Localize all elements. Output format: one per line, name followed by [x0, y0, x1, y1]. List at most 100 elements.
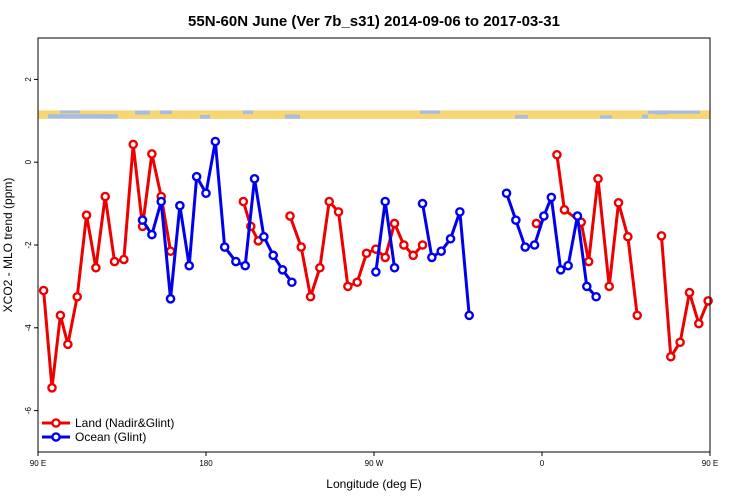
land-data-point [703, 296, 713, 306]
ocean-series-line [421, 203, 471, 316]
ocean-data-point [184, 260, 194, 271]
land-region [600, 110, 612, 116]
land-series-line [659, 235, 710, 359]
land-data-point [165, 246, 176, 257]
ocean-region [420, 110, 440, 114]
land-region [700, 110, 710, 119]
land-data-point [656, 231, 667, 241]
land-data-point [128, 139, 138, 150]
x-tick-label: 0 [540, 459, 545, 468]
x-axis: 90 E 180 90 W 0 90 E [30, 452, 718, 468]
ocean-data-point [156, 196, 166, 207]
land-data-point [583, 256, 594, 267]
y-axis-label: XCO2 - MLO trend (ppm) [1, 178, 15, 313]
ocean-data-point [455, 207, 465, 217]
ocean-data-point [520, 242, 531, 252]
land-data-point [694, 318, 704, 329]
ocean-data-point [175, 200, 185, 211]
ocean-data-point [240, 260, 250, 271]
y-tick-label: -2 [24, 241, 33, 249]
land-data-point [417, 240, 428, 250]
land-data-point [109, 256, 120, 267]
land-region [612, 110, 642, 119]
ocean-data-point [219, 242, 230, 252]
land-data-point [81, 210, 92, 220]
y-tick-label: 2 [24, 77, 33, 82]
land-ocean-band [38, 110, 710, 119]
ocean-region [655, 110, 668, 115]
land-region [38, 110, 48, 119]
ocean-data-point [191, 171, 202, 182]
land-data-point [352, 277, 363, 288]
chart-title: 55N-60N June (Ver 7b_s31) 2014-09-06 to … [188, 13, 560, 30]
land-data-point [91, 262, 101, 273]
ocean-data-point [591, 291, 601, 302]
ocean-data-point [371, 267, 381, 277]
ocean-data-point [231, 256, 241, 267]
ocean-data-point [445, 233, 456, 244]
ocean-data-point [268, 250, 279, 261]
land-data-point [399, 240, 409, 250]
land-data-point [305, 291, 316, 302]
land-data-point [531, 218, 542, 229]
land-data-point [100, 191, 110, 202]
land-data-point [632, 310, 643, 321]
ocean-data-point [582, 281, 592, 292]
ocean-region [243, 110, 253, 115]
land-data-point [47, 383, 57, 393]
ocean-region [160, 110, 172, 115]
ocean-data-point [511, 215, 521, 225]
ocean-data-point [147, 229, 157, 240]
ocean-data-point [572, 211, 583, 221]
land-data-point [238, 196, 249, 207]
land-region [150, 110, 600, 119]
land-legend-marker [51, 418, 61, 428]
land-data-point [63, 339, 73, 350]
x-tick-label: 90 W [365, 459, 384, 468]
series-layer [38, 136, 713, 393]
ocean-data-point [165, 294, 176, 304]
land-data-point [408, 250, 419, 261]
land-data-point [147, 149, 157, 159]
ocean-series [137, 136, 601, 321]
ocean-data-point [501, 188, 512, 199]
land-region [648, 113, 700, 119]
ocean-region [515, 115, 528, 119]
x-tick-label: 90 E [30, 459, 46, 468]
ocean-series-line [505, 192, 598, 298]
land-data-point [315, 262, 325, 273]
land-data-point [72, 291, 82, 302]
ocean-data-point [529, 240, 540, 250]
land-data-point [389, 218, 400, 229]
land-data-point [55, 310, 66, 321]
land-series-line [42, 142, 173, 390]
ocean-legend-marker [51, 432, 61, 442]
land-data-point [296, 242, 307, 252]
ocean-data-point [563, 260, 573, 271]
land-data-point [343, 281, 353, 292]
land-data-point [593, 173, 603, 184]
ocean-data-point [201, 188, 211, 199]
ocean-data-point [464, 310, 475, 321]
ocean-data-point [417, 198, 428, 209]
land-region [135, 114, 150, 119]
land-data-point [285, 211, 295, 221]
land-data-point [604, 281, 615, 292]
ocean-data-point [249, 173, 260, 184]
ocean-region [60, 110, 80, 114]
land-data-point [333, 207, 344, 217]
plot-frame [37, 37, 711, 453]
land-data-point [552, 149, 562, 160]
land-data-point [324, 196, 335, 207]
land-data-point [559, 205, 570, 215]
land-region [642, 110, 648, 115]
ocean-data-point [539, 211, 549, 221]
land-data-point [684, 287, 695, 298]
ocean-region [200, 115, 210, 119]
land-data-point [38, 285, 49, 296]
ocean-data-point [380, 196, 391, 207]
ocean-legend-label: Ocean (Glint) [75, 430, 146, 444]
ocean-data-point [546, 192, 557, 203]
y-tick-label: -6 [24, 406, 33, 414]
ocean-data-point [259, 231, 269, 242]
